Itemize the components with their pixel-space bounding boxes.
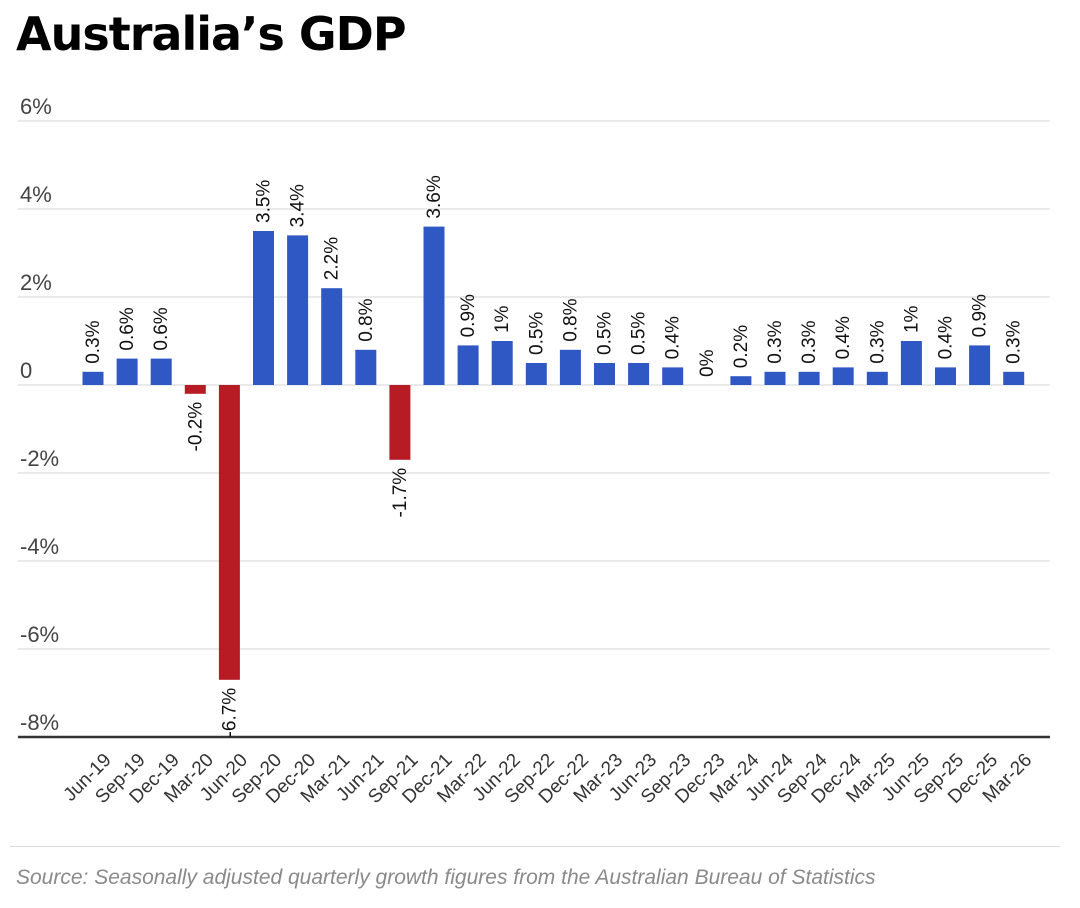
bar-Dec-21 (423, 226, 445, 385)
bar-Jun-25 (900, 341, 922, 385)
bar-Sep-20 (253, 231, 274, 385)
bar-Jun-22 (491, 341, 513, 385)
bar-Jun-20 (218, 385, 240, 680)
data-label: 3.5% (254, 180, 275, 223)
bar-Sep-19 (116, 358, 138, 385)
data-label: 0.4% (936, 316, 957, 359)
data-label: 0.5% (526, 312, 547, 355)
bar-Sep-21 (389, 385, 411, 460)
y-tick-label: -4% (20, 534, 59, 559)
gridlines (18, 120, 1050, 739)
bar-Dec-24 (832, 367, 854, 385)
data-label: 2.2% (322, 237, 343, 280)
y-axis-ticks: 6% 4% 2% 0 -2% -4% -6% -8% (20, 94, 59, 735)
data-label: 1% (492, 305, 513, 333)
data-label: 0.5% (595, 312, 616, 355)
chart-title: Australia’s GDP (16, 7, 407, 61)
bar-Jun-24 (764, 371, 786, 385)
data-label: 0.6% (151, 307, 172, 350)
bar-Mar-20 (184, 385, 206, 394)
data-label: 0.3% (83, 320, 104, 363)
data-label: 0.9% (458, 294, 479, 337)
data-label: 1% (901, 305, 922, 333)
y-tick-label: 0 (20, 358, 32, 383)
data-label: 0% (697, 349, 718, 377)
x-axis-ticks: Jun-19Sep-19Dec-19Mar-20Jun-20Sep-20Dec-… (60, 749, 1037, 807)
data-label: 0.5% (629, 312, 650, 355)
bar-Sep-25 (935, 367, 956, 385)
bar-Dec-25 (969, 345, 991, 385)
data-label: 0.3% (765, 320, 786, 363)
data-label: -0.2% (185, 402, 206, 452)
data-label: -1.7% (390, 468, 411, 518)
footer-divider (10, 846, 1060, 847)
data-label: 0.3% (1004, 320, 1025, 363)
bar-Mar-26 (1003, 371, 1025, 385)
y-tick-label: 2% (20, 270, 52, 295)
bar-Mar-22 (457, 345, 479, 385)
bar-Jun-21 (355, 349, 377, 385)
bars (82, 226, 1025, 680)
data-label: 0.9% (970, 294, 991, 337)
bar-Dec-20 (287, 235, 309, 385)
data-label: 3.6% (424, 175, 445, 218)
y-tick-label: -8% (20, 710, 59, 735)
data-label: 0.3% (799, 320, 820, 363)
bar-Sep-22 (525, 363, 547, 385)
data-label: 0.4% (663, 316, 684, 359)
bar-Mar-21 (321, 288, 343, 385)
bar-Mar-24 (730, 376, 752, 385)
bar-Sep-23 (662, 367, 684, 385)
data-label: 0.8% (356, 298, 377, 341)
data-label: 0.3% (867, 320, 888, 363)
data-label: -6.7% (219, 688, 240, 738)
y-tick-label: 4% (20, 182, 52, 207)
bar-Sep-24 (798, 371, 820, 385)
data-labels: 0.3% 0.6% 0.6% -0.2% -6.7% 3.5% 3.4% 2.2% 0.8% -1… (83, 175, 1025, 737)
y-tick-label: 6% (20, 94, 52, 119)
bar-Dec-22 (559, 349, 581, 385)
y-tick-label: -2% (20, 446, 59, 471)
data-label: 0.4% (833, 316, 854, 359)
source-note: Source: Seasonally adjusted quarterly gr… (16, 866, 876, 889)
bar-Jun-19 (82, 371, 104, 385)
y-tick-label: -6% (20, 622, 59, 647)
data-label: 3.4% (288, 184, 309, 227)
bar-Mar-23 (594, 363, 615, 385)
data-label: 0.6% (117, 307, 138, 350)
data-label: 0.8% (560, 298, 581, 341)
bar-chart: 6% 4% 2% 0 -2% -4% -6% -8% 0.3% 0.6% 0.6% -0.2% -6.… (18, 94, 1050, 808)
bar-Dec-19 (150, 358, 172, 385)
bar-Jun-23 (628, 363, 650, 385)
bar-Mar-25 (866, 371, 888, 385)
data-label: 0.2% (731, 325, 752, 368)
